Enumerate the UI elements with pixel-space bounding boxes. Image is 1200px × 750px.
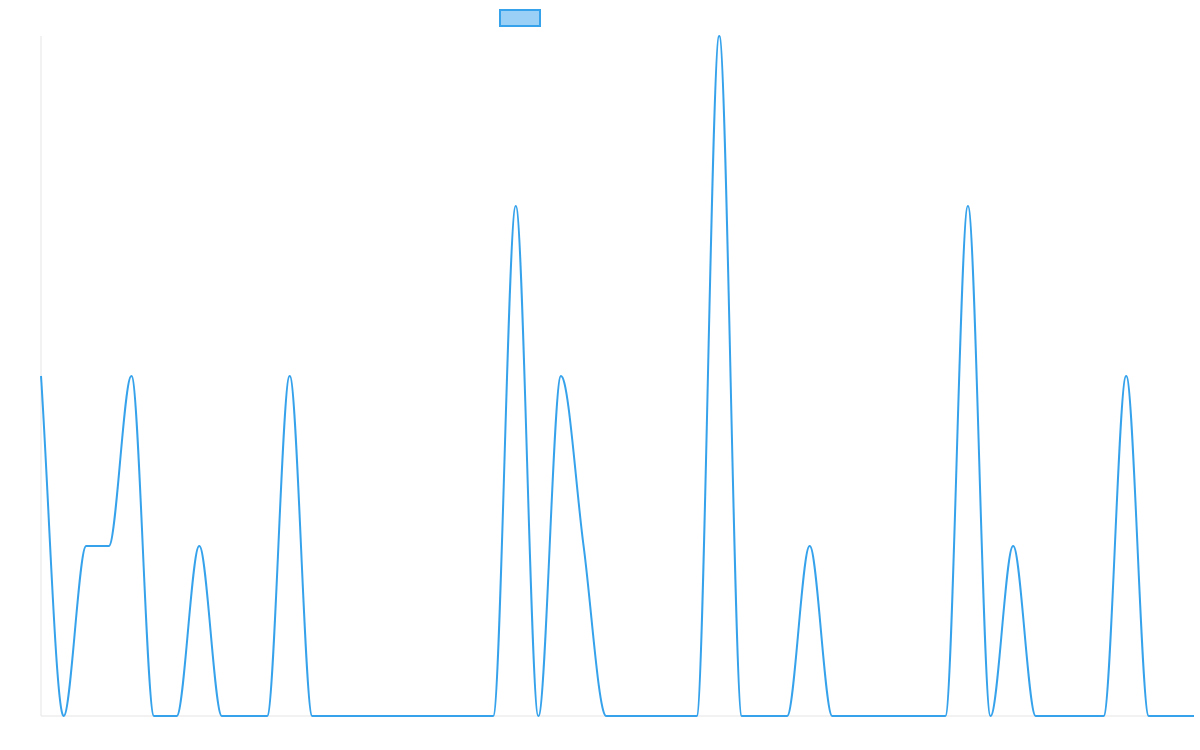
data-point-7[interactable] — [195, 542, 203, 550]
data-point-30[interactable] — [715, 32, 723, 40]
data-point-31[interactable] — [738, 712, 746, 720]
data-point-4[interactable] — [127, 372, 135, 380]
data-point-49[interactable] — [1145, 712, 1153, 720]
data-point-29[interactable] — [693, 712, 701, 720]
data-point-0[interactable] — [37, 372, 45, 380]
data-point-16[interactable] — [399, 712, 407, 720]
data-point-40[interactable] — [941, 712, 949, 720]
data-point-19[interactable] — [467, 712, 475, 720]
data-point-28[interactable] — [670, 712, 678, 720]
data-point-11[interactable] — [286, 372, 294, 380]
data-point-37[interactable] — [873, 712, 881, 720]
data-point-46[interactable] — [1077, 712, 1085, 720]
data-point-35[interactable] — [828, 712, 836, 720]
data-point-5[interactable] — [150, 712, 158, 720]
chart-legend[interactable] — [499, 9, 541, 27]
data-point-34[interactable] — [806, 542, 814, 550]
data-point-33[interactable] — [783, 712, 791, 720]
data-point-22[interactable] — [534, 712, 542, 720]
data-point-45[interactable] — [1054, 712, 1062, 720]
series-layer — [37, 32, 1198, 720]
data-point-51[interactable] — [1190, 712, 1198, 720]
data-point-14[interactable] — [354, 712, 362, 720]
data-point-25[interactable] — [602, 712, 610, 720]
chart-axes — [40, 36, 1194, 717]
data-point-15[interactable] — [376, 712, 384, 720]
data-point-44[interactable] — [1032, 712, 1040, 720]
data-point-36[interactable] — [851, 712, 859, 720]
data-point-21[interactable] — [512, 202, 520, 210]
data-point-12[interactable] — [308, 712, 316, 720]
data-point-23[interactable] — [557, 372, 565, 380]
data-point-2[interactable] — [82, 542, 90, 550]
data-point-39[interactable] — [919, 712, 927, 720]
data-point-41[interactable] — [964, 202, 972, 210]
data-point-26[interactable] — [625, 712, 633, 720]
data-point-13[interactable] — [331, 712, 339, 720]
data-point-10[interactable] — [263, 712, 271, 720]
data-point-9[interactable] — [240, 712, 248, 720]
data-point-17[interactable] — [421, 712, 429, 720]
data-point-24[interactable] — [580, 542, 588, 550]
data-point-48[interactable] — [1122, 372, 1130, 380]
data-point-43[interactable] — [1009, 542, 1017, 550]
data-point-50[interactable] — [1167, 712, 1175, 720]
data-point-38[interactable] — [896, 712, 904, 720]
data-point-3[interactable] — [105, 542, 113, 550]
data-point-1[interactable] — [60, 712, 68, 720]
data-point-32[interactable] — [760, 712, 768, 720]
series-line-0 — [40, 35, 1194, 717]
data-point-42[interactable] — [987, 712, 995, 720]
data-point-20[interactable] — [489, 712, 497, 720]
legend-swatch[interactable] — [499, 9, 541, 27]
data-point-8[interactable] — [218, 712, 226, 720]
data-point-47[interactable] — [1100, 712, 1108, 720]
data-point-27[interactable] — [647, 712, 655, 720]
data-point-18[interactable] — [444, 712, 452, 720]
data-point-6[interactable] — [173, 712, 181, 720]
